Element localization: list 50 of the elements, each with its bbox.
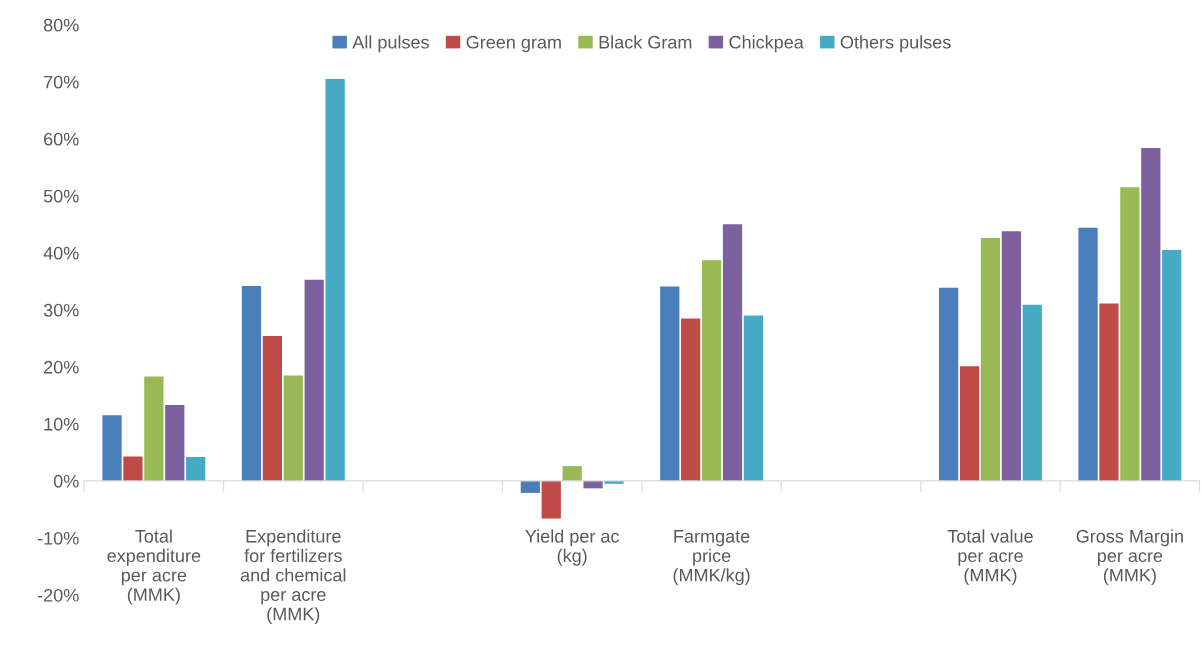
bar xyxy=(144,376,164,481)
y-tick-label: 50% xyxy=(43,189,79,203)
y-tick-label: 0% xyxy=(53,474,79,488)
y-tick-label: -10% xyxy=(37,531,79,545)
y-tick-label: 40% xyxy=(43,246,79,260)
bar xyxy=(241,285,262,481)
x-tick-label: Expenditure for fertilizers and chemical per acre (MMK) xyxy=(240,529,346,625)
bar xyxy=(1001,231,1021,481)
y-tick-label: 80% xyxy=(43,18,79,32)
bar xyxy=(1099,303,1119,481)
bar xyxy=(165,405,185,481)
y-tick-label: 60% xyxy=(44,132,79,146)
x-tick-label: Yield per ac (kg) xyxy=(525,529,620,566)
legend-label: Green gram xyxy=(466,35,561,53)
bar xyxy=(325,78,345,481)
x-tick-label: Gross Margin per acre (MMK) xyxy=(1076,529,1183,586)
legend-label: All pulses xyxy=(352,35,429,53)
y-tick-label: 10% xyxy=(44,417,79,431)
x-tick-label: Total expenditure per acre (MMK) xyxy=(107,529,201,605)
x-tick-label: Total value per acre (MMK) xyxy=(947,529,1033,586)
y-tick-label: 20% xyxy=(44,360,79,374)
bar xyxy=(959,366,980,481)
bar xyxy=(304,279,324,481)
bar xyxy=(520,480,540,493)
bar xyxy=(1162,250,1182,481)
bar xyxy=(980,238,1001,481)
bar xyxy=(1141,147,1161,481)
bar xyxy=(660,286,680,481)
y-tick-label: 70% xyxy=(44,75,79,89)
bar xyxy=(541,480,561,519)
bar xyxy=(102,415,122,481)
bar xyxy=(1022,304,1042,481)
legend-label: Others pulses xyxy=(840,35,951,53)
bar xyxy=(123,456,143,481)
bar xyxy=(681,318,701,481)
bar xyxy=(701,260,722,481)
bar xyxy=(262,336,282,481)
bar xyxy=(939,287,959,481)
y-tick-label: 30% xyxy=(43,303,79,317)
bar xyxy=(562,466,582,481)
x-tick-label: Farmgate price (MMK/kg) xyxy=(673,530,750,586)
legend-label: Black Gram xyxy=(599,35,692,49)
bar xyxy=(743,315,764,481)
bar xyxy=(722,224,743,481)
legend-label: Chickpea xyxy=(729,35,804,53)
y-tick-label: -20% xyxy=(37,588,79,602)
bar xyxy=(1120,187,1140,481)
bar xyxy=(186,456,206,481)
bar xyxy=(1078,227,1098,481)
bar xyxy=(283,375,303,481)
